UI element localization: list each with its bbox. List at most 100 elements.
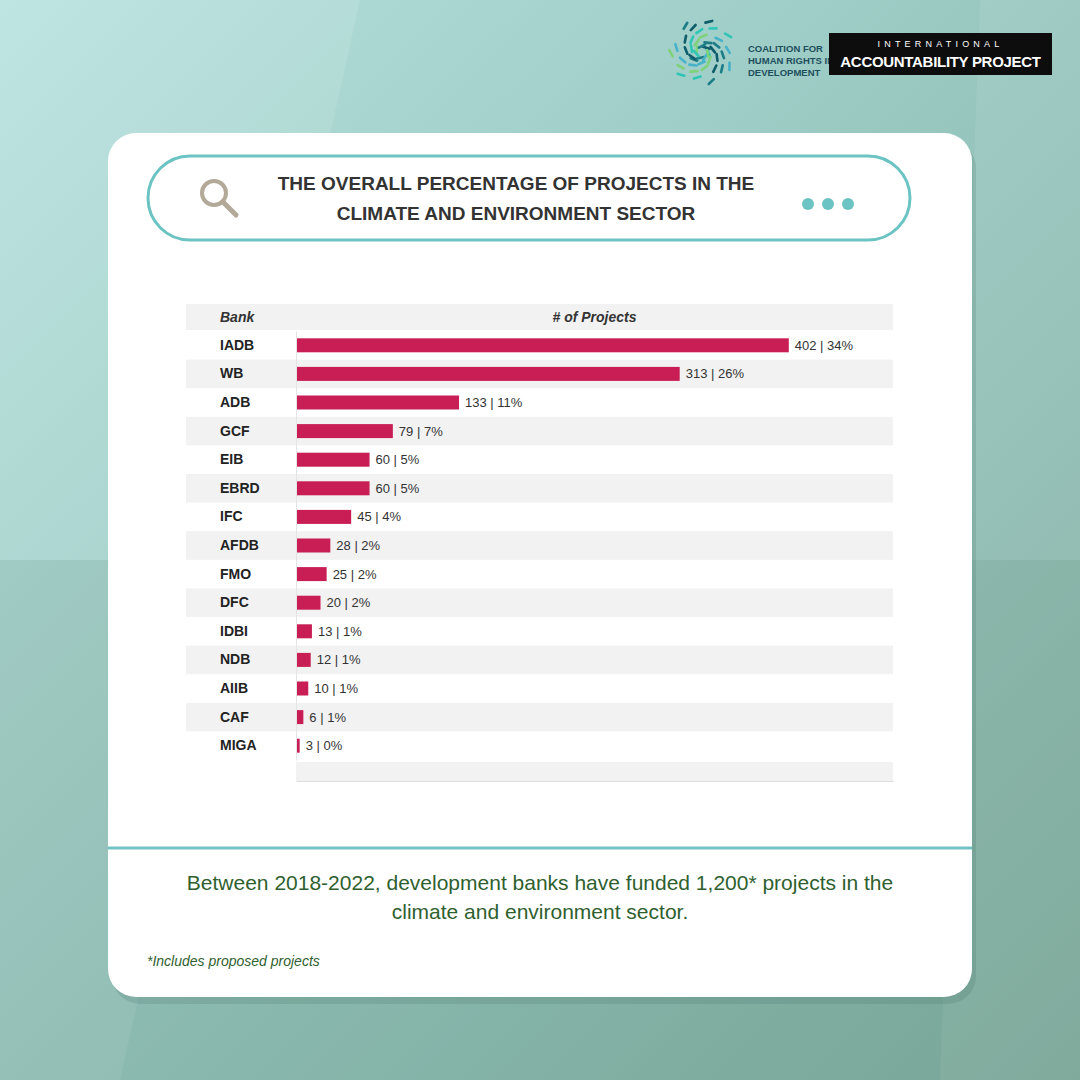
- bar: [296, 424, 393, 438]
- bar: [296, 338, 789, 352]
- row-stripe: [186, 417, 893, 446]
- logo-dash: [713, 66, 716, 72]
- logo-dash: [714, 43, 719, 47]
- search-bar: [148, 156, 910, 240]
- title-line: THE OVERALL PERCENTAGE OF PROJECTS IN TH…: [278, 173, 754, 194]
- data-label: 60 | 5%: [376, 452, 420, 467]
- menu-dot: [802, 198, 814, 210]
- annotation: Between 2018-2022, development banks hav…: [187, 871, 893, 923]
- y-tick-label: GCF: [220, 423, 250, 439]
- logo-iap-line: ACCOUNTABILITY PROJECT: [840, 53, 1040, 70]
- y-tick: IFC: [220, 508, 243, 524]
- header-row: [186, 304, 893, 330]
- bar: [296, 682, 308, 696]
- data-labels: 402 | 34%313 | 26%133 | 11%79 | 7%60 | 5…: [306, 338, 854, 753]
- logo-dash: [678, 74, 685, 76]
- annotation-line: climate and environment sector.: [392, 900, 688, 923]
- x-axis-title: # of Projects: [552, 309, 636, 325]
- data-label: 13 | 1%: [318, 624, 362, 639]
- y-tick: EBRD: [220, 480, 260, 496]
- y-tick-label: ADB: [220, 394, 250, 410]
- y-tick-label: AIIB: [220, 680, 248, 696]
- page: COALITION FORHUMAN RIGHTS INDEVELOPMENT I…: [0, 0, 1080, 1080]
- bar: [296, 710, 303, 724]
- logo-coalition-line: DEVELOPMENT: [748, 67, 821, 78]
- y-tick-label: IFC: [220, 508, 243, 524]
- x-axis: [297, 781, 894, 782]
- title: THE OVERALL PERCENTAGE OF PROJECTS IN TH…: [278, 173, 754, 224]
- y-axis-title: Bank: [220, 309, 255, 325]
- y-tick: AIIB: [220, 680, 248, 696]
- data-label: 60 | 5%: [376, 481, 420, 496]
- y-tick: MIGA: [220, 737, 257, 753]
- y-tick-label: CAF: [220, 709, 249, 725]
- logo-dash: [726, 47, 730, 53]
- y-tick-label: FMO: [220, 566, 251, 582]
- logo-dash: [694, 51, 699, 56]
- data-label: 3 | 0%: [306, 738, 343, 753]
- y-tick: GCF: [220, 423, 250, 439]
- logo-dash: [703, 47, 710, 49]
- data-label: 6 | 1%: [309, 710, 346, 725]
- row-stripe: [186, 531, 893, 560]
- row-stripe: [186, 360, 893, 389]
- data-label: 28 | 2%: [336, 538, 380, 553]
- logo-iap-line: INTERNATIONAL: [878, 39, 1004, 49]
- y-tick-label: EIB: [220, 451, 243, 467]
- y-tick: EIB: [220, 451, 243, 467]
- logo-dash: [690, 70, 697, 73]
- data-label: 402 | 34%: [795, 338, 854, 353]
- y-tick-label: IADB: [220, 337, 254, 353]
- annotation-line: Between 2018-2022, development banks hav…: [187, 871, 893, 894]
- logo-dash: [725, 34, 731, 38]
- logo-burst: [669, 21, 731, 84]
- logo-dash: [700, 35, 706, 38]
- logo-dash: [715, 54, 718, 61]
- logo-dash: [690, 36, 693, 42]
- logo-dash: [689, 55, 695, 59]
- data-label: 313 | 26%: [686, 366, 745, 381]
- y-tick: ADB: [220, 394, 250, 410]
- logo-dash: [722, 51, 724, 58]
- logo-coalition-line: COALITION FOR: [748, 43, 823, 54]
- logo-dash: [709, 79, 714, 84]
- logo-dash: [705, 21, 712, 23]
- logo-coalition: COALITION FORHUMAN RIGHTS INDEVELOPMENT: [748, 43, 834, 78]
- y-tick: NDB: [220, 651, 250, 667]
- row-stripes: [186, 360, 893, 781]
- y-tick-label: DFC: [220, 594, 249, 610]
- y-tick: AFDB: [220, 537, 259, 553]
- y-tick-label: WB: [220, 365, 243, 381]
- bar: [296, 596, 321, 610]
- logo-dash: [702, 66, 708, 70]
- logo-dash: [710, 27, 717, 30]
- bar: [296, 567, 327, 581]
- y-tick: IDBI: [220, 623, 248, 639]
- y-tick-label: NDB: [220, 651, 250, 667]
- logo-dash: [698, 62, 704, 65]
- logo-dash: [685, 36, 686, 43]
- logo-dash: [685, 47, 688, 54]
- data-label: 25 | 2%: [333, 567, 377, 582]
- menu-dot: [842, 198, 854, 210]
- y-tick-label: AFDB: [220, 537, 259, 553]
- logo-coalition-line: HUMAN RIGHTS IN: [748, 55, 834, 66]
- bar: [296, 539, 330, 553]
- logo-dash: [689, 63, 696, 67]
- y-axis-line: [296, 332, 297, 761]
- bar: [296, 367, 680, 381]
- bar: [296, 453, 370, 467]
- row-stripe: [186, 703, 893, 732]
- bar: [296, 481, 370, 495]
- logo-dash: [696, 29, 702, 33]
- row-stripe: [296, 762, 893, 781]
- logo-dash: [707, 50, 708, 57]
- bar: [296, 653, 311, 667]
- logo-dash: [716, 38, 722, 41]
- y-tick: FMO: [220, 566, 251, 582]
- logo-dash: [699, 44, 705, 47]
- x-axis-line: [297, 781, 894, 782]
- logo-dash: [678, 65, 684, 68]
- y-tick: DFC: [220, 594, 249, 610]
- logo-dash: [721, 65, 723, 72]
